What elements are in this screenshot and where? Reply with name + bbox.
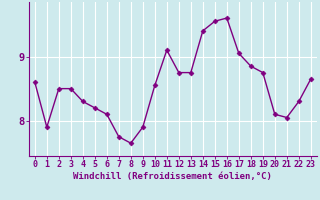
X-axis label: Windchill (Refroidissement éolien,°C): Windchill (Refroidissement éolien,°C) <box>73 172 272 181</box>
